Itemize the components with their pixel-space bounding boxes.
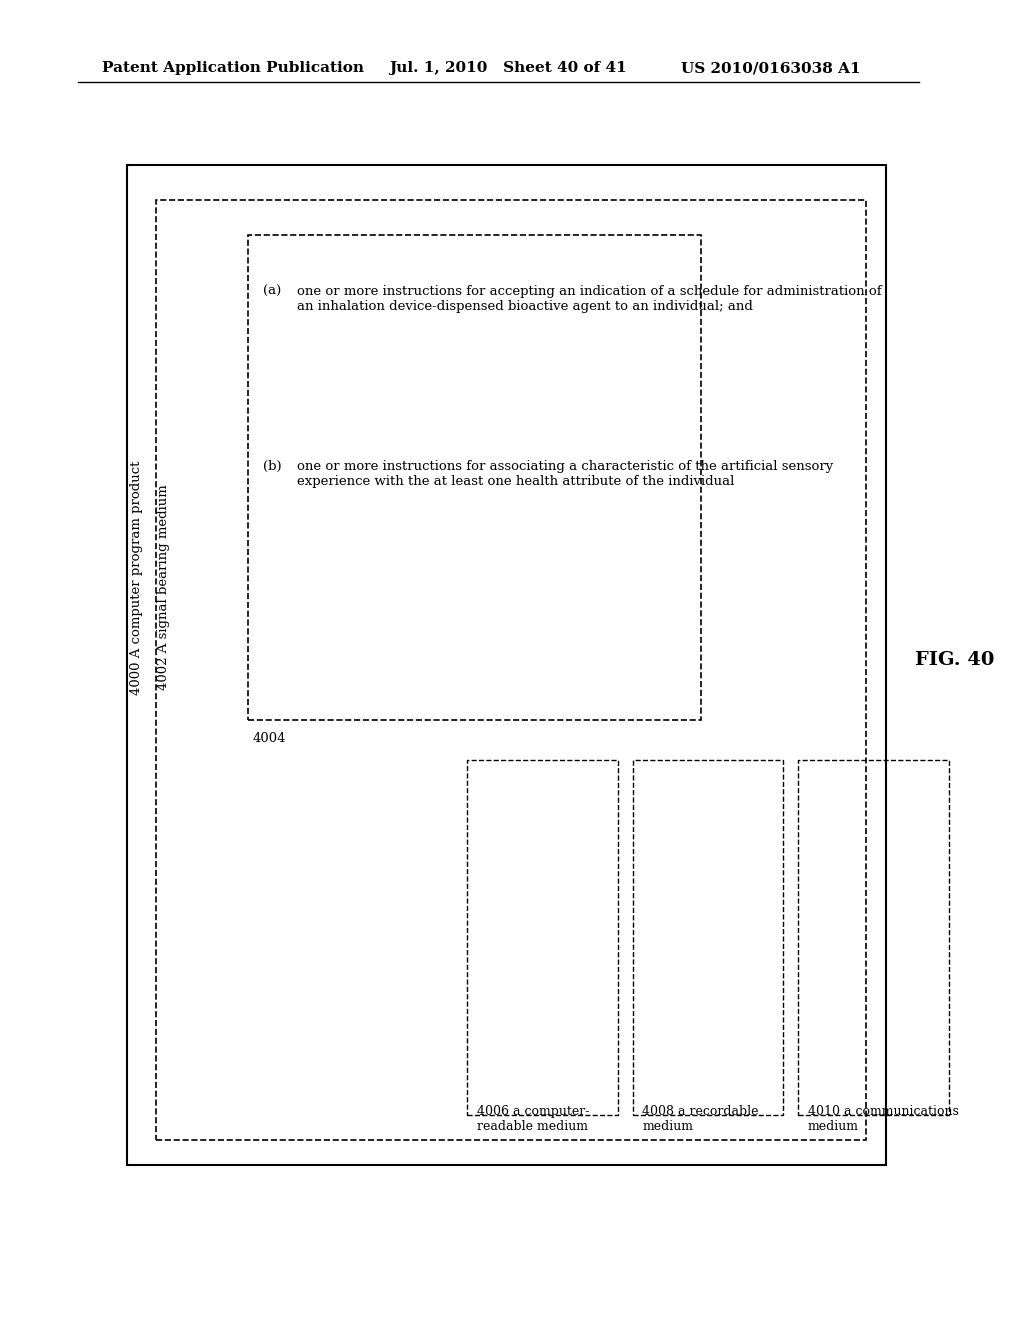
Bar <box>467 760 618 1115</box>
Bar <box>798 760 949 1115</box>
Text: one or more instructions for associating a characteristic of the artificial sens: one or more instructions for associating… <box>297 459 834 488</box>
Text: 4008 a recordable
medium: 4008 a recordable medium <box>642 1105 759 1133</box>
Bar <box>633 760 783 1115</box>
Text: 4006 a computer-
readable medium: 4006 a computer- readable medium <box>477 1105 589 1133</box>
Text: 4002 A signal bearing medium: 4002 A signal bearing medium <box>157 484 170 690</box>
Text: FIG. 40: FIG. 40 <box>914 651 994 669</box>
Text: Jul. 1, 2010   Sheet 40 of 41: Jul. 1, 2010 Sheet 40 of 41 <box>389 61 627 75</box>
Bar <box>156 201 866 1140</box>
Text: (a): (a) <box>263 285 281 298</box>
Text: one or more instructions for accepting an indication of a schedule for administr: one or more instructions for accepting a… <box>297 285 882 313</box>
Text: 4004: 4004 <box>253 731 287 744</box>
Text: Patent Application Publication: Patent Application Publication <box>102 61 365 75</box>
Text: US 2010/0163038 A1: US 2010/0163038 A1 <box>681 61 861 75</box>
Bar <box>127 165 886 1166</box>
Text: 4010 a communications
medium: 4010 a communications medium <box>808 1105 958 1133</box>
Bar <box>248 235 700 719</box>
Text: (b): (b) <box>263 459 282 473</box>
Text: 4000 A computer program product: 4000 A computer program product <box>130 461 142 696</box>
